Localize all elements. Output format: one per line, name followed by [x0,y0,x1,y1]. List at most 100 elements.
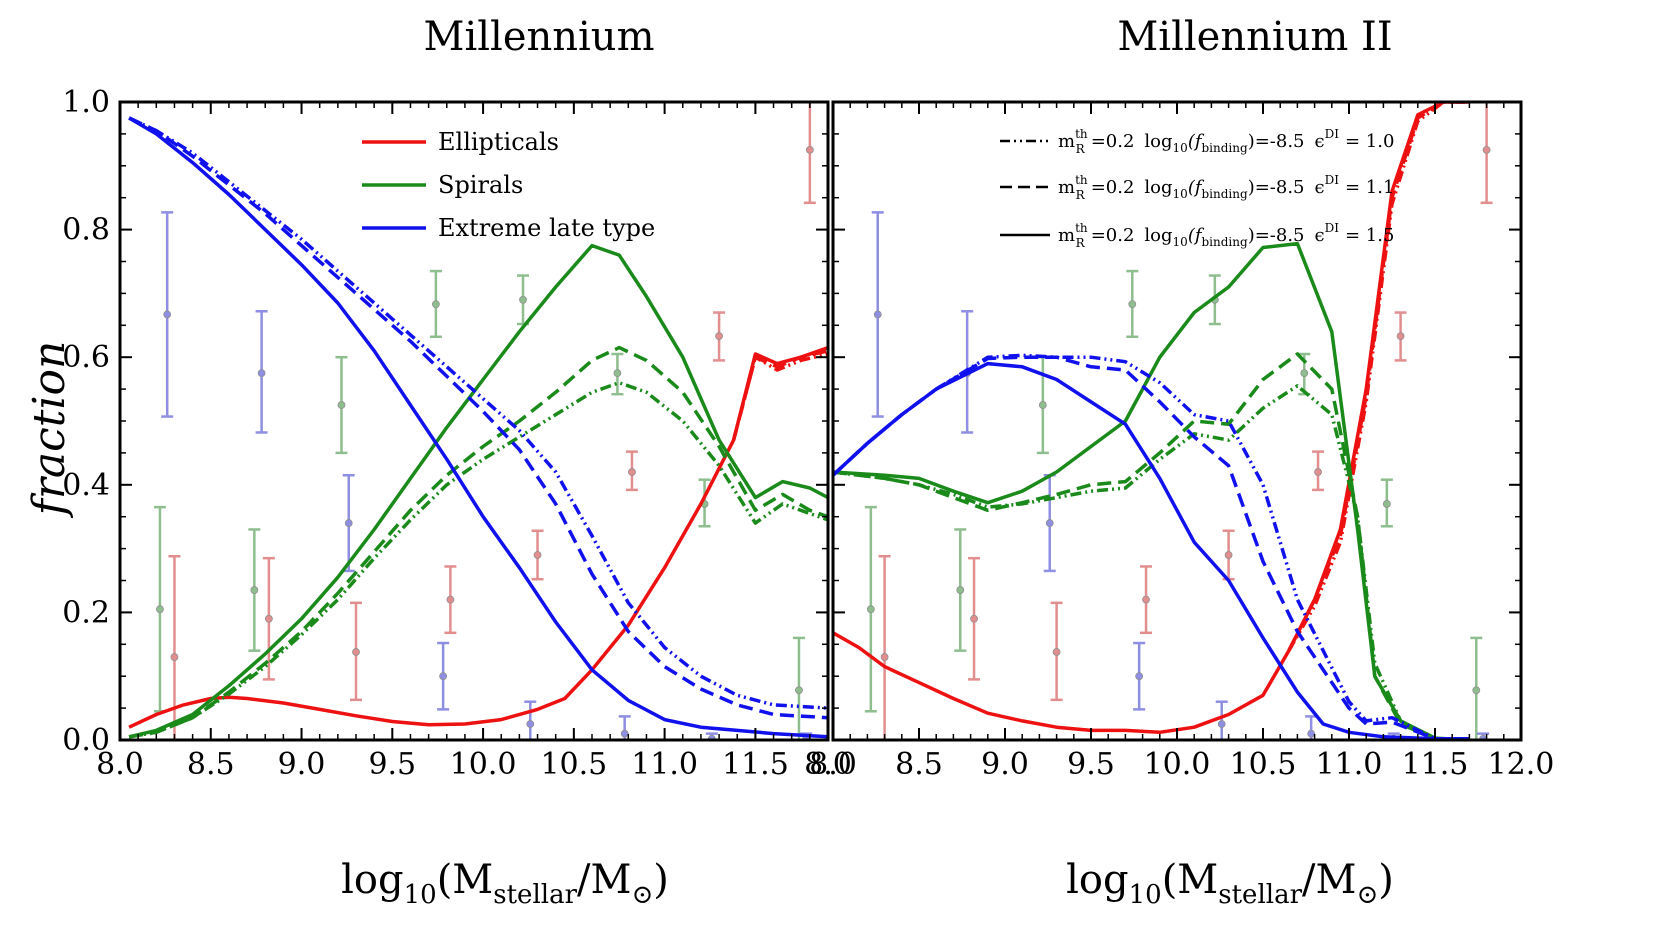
error-bar [1480,102,1493,205]
x-tick-label: 10.5 [540,747,607,782]
x-tick-label: 8.0 [96,747,144,782]
right-panel: 8.0 8.5 9.0 9.5 10.0 10.5 11.0 11.5 12.0 [809,100,1554,782]
series-line [128,116,828,710]
x-tick-label: 11.0 [1316,747,1383,782]
error-bar [878,555,891,740]
error-bar-point [1224,551,1233,559]
error-bar [1380,478,1393,528]
error-bar [1312,450,1325,492]
y-tick-label: 0.8 [62,213,110,248]
error-bar-point [250,586,259,594]
left-panel-title: Millennium [423,14,654,60]
legend-label-extreme-late-type: Extreme late type [438,214,655,242]
error-bar-point [873,310,882,319]
error-bar [429,269,442,339]
error-bar-point [352,648,360,656]
legend-label-ellipticals: Ellipticals [438,128,559,156]
error-bar-point [257,369,266,378]
x-tick-label: 10.0 [450,747,517,782]
series-line [128,345,828,739]
y-tick-label: 1.0 [62,85,110,120]
error-bar [248,528,261,652]
error-bar-point [1382,500,1391,508]
error-bar [954,528,967,652]
error-bar-point [1396,332,1405,341]
error-bar [611,352,624,396]
legend-label-edi-1-1: mth R =0.2 log10(fbinding)=-8.5 ϵDI = 1.1 [1058,173,1394,202]
series-line [731,352,828,441]
x-tick-label: 8.0 [809,747,857,782]
x-tick-label: 10.0 [1144,747,1211,782]
error-bar [335,355,348,455]
error-bar [1126,269,1139,339]
x-tick-label: 8.5 [187,747,235,782]
x-tick-label: 9.5 [368,747,416,782]
left-panel: 8.0 8.5 9.0 9.5 10.0 10.5 11.0 11.5 8.00.00.20.4… [62,85,852,782]
series-line [128,116,828,720]
left-x-axis-label: log10(Mstellar/M⊙) [341,857,669,910]
error-bar-point [1045,519,1054,527]
error-bar [437,641,450,711]
error-bar [153,505,166,713]
error-bar [262,556,275,681]
error-bar [618,715,631,740]
x-tick-label: 11.5 [1402,747,1469,782]
error-bar-point [526,720,535,728]
error-bar-point [163,310,172,319]
error-bar-point [613,369,622,378]
error-bar [1133,641,1146,711]
error-bar-point [1052,648,1061,656]
x-tick-label: 11.5 [722,747,789,782]
error-bar [350,601,362,702]
y-tick-label: 0.4 [62,468,110,503]
y-tick-label: 0.0 [62,723,110,758]
series-line [128,116,828,739]
error-bar [625,450,638,492]
right-panel-title: Millennium II [1117,14,1392,60]
error-bar [871,211,884,418]
series-line [128,243,828,739]
series-line [1287,102,1470,652]
error-bar-point [795,686,803,695]
error-bar-point [446,595,455,604]
error-bar-point [866,605,875,614]
legend-label-spirals: Spirals [438,171,523,199]
series-line [731,349,828,441]
error-bar [1470,636,1483,740]
error-bar-point [344,519,353,527]
error-bar-point [1135,672,1144,681]
error-bar [792,636,805,740]
error-bar [803,102,816,205]
error-bar-point [264,614,273,623]
error-bar [1050,601,1063,702]
error-bar [1043,473,1056,573]
series-line [833,361,1470,740]
plot-area [833,102,1493,740]
error-bar-point [1142,595,1150,604]
y-axis-label: fraction [24,341,75,519]
error-bar-point [170,653,179,661]
error-bar-point [337,401,346,409]
error-bar [531,529,544,581]
left-legend: Ellipticals Spirals Extreme late type [362,128,655,242]
error-bar-point [1038,401,1047,409]
error-bar [1215,700,1228,740]
error-bar [1222,529,1235,581]
series-line [833,353,1470,740]
error-bar-point [628,468,636,476]
series-line [833,352,1470,740]
right-x-axis-label: log10(Mstellar/M⊙) [1066,857,1394,910]
error-bar-point [956,586,965,594]
x-tick-label: 10.5 [1230,747,1297,782]
error-bar [444,565,457,635]
error-bar [968,556,981,681]
error-bar-point [1217,720,1226,728]
right-legend: mth R =0.2 log10(fbinding)=-8.5 ϵDI = 1.0 mth… [1000,127,1394,250]
error-bar [1140,565,1153,635]
legend-label-edi-1-5: mth R =0.2 log10(fbinding)=-8.5 ϵDI = 1.5 [1058,221,1394,250]
error-bar [255,310,268,434]
error-bar-point [715,332,723,341]
series-line [128,345,828,729]
x-tick-label: 9.0 [278,747,326,782]
